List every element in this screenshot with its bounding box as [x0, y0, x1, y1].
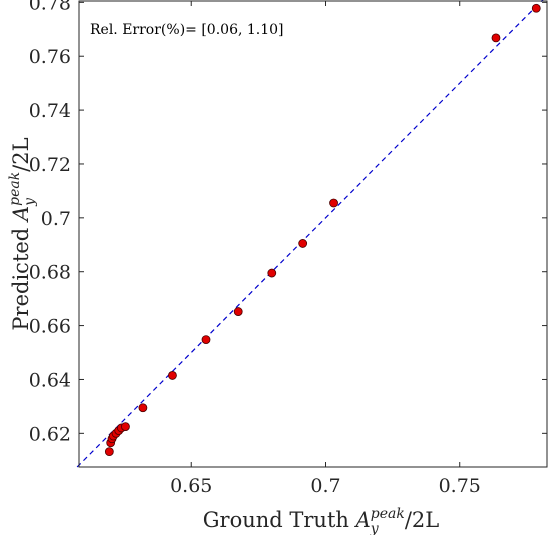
x-axis-title-prefix: Ground Truth — [203, 508, 356, 532]
x-tick-label: 0.7 — [310, 475, 340, 497]
y-tick-label: 0.7 — [41, 208, 71, 230]
data-point — [121, 422, 130, 431]
y-axis-title-subscript: y — [22, 197, 38, 207]
y-tick-label: 0.62 — [29, 423, 71, 445]
data-point — [138, 403, 148, 413]
x-axis-title-subscript: y — [370, 521, 380, 535]
y-tick-label: 0.76 — [29, 46, 71, 68]
data-point — [329, 198, 338, 208]
y-axis-title-suffix: /2L — [9, 137, 33, 171]
data-point — [267, 268, 277, 278]
data-points — [104, 3, 541, 457]
x-axis-title-base: A — [354, 508, 371, 532]
y-tick-label: 0.66 — [29, 316, 71, 338]
reference-line — [76, 0, 544, 468]
relative-error-annotation: Rel. Error(%)= [0.06, 1.10] — [90, 22, 284, 38]
data-point — [233, 307, 243, 316]
y-axis-title-base: A — [9, 206, 33, 223]
x-axis-title-suffix: /2L — [405, 508, 439, 532]
y-axis-title: Predicted Apeaky/2L — [7, 137, 38, 330]
y-axis-title-prefix: Predicted — [9, 221, 33, 331]
data-point — [298, 239, 308, 248]
x-axis-title-superscript: peak — [371, 506, 405, 522]
x-tick-label: 0.75 — [439, 475, 481, 497]
plot-area — [76, 0, 544, 468]
y-tick-label: 0.72 — [29, 154, 71, 176]
y-tick-label: 0.74 — [29, 100, 71, 122]
y-tick-label: 0.64 — [29, 369, 71, 391]
data-point — [201, 335, 211, 344]
axes-box — [78, 0, 548, 468]
data-point — [168, 371, 177, 380]
y-axis: 0.62 0.64 0.66 0.68 0.7 0.72 0.74 0.76 0.78 — [29, 0, 547, 445]
y-tick-label: 0.78 — [29, 0, 71, 14]
data-point — [104, 447, 114, 457]
x-tick-label: 0.65 — [170, 475, 212, 497]
x-axis-title: Ground Truth Apeak y/2L — [203, 506, 440, 535]
x-axis: 0.65 0.7 0.75 — [170, 1, 481, 497]
data-point — [531, 3, 541, 13]
y-tick-label: 0.68 — [29, 262, 71, 284]
y-axis-title-superscript: peak — [7, 172, 23, 206]
data-point — [491, 33, 501, 43]
